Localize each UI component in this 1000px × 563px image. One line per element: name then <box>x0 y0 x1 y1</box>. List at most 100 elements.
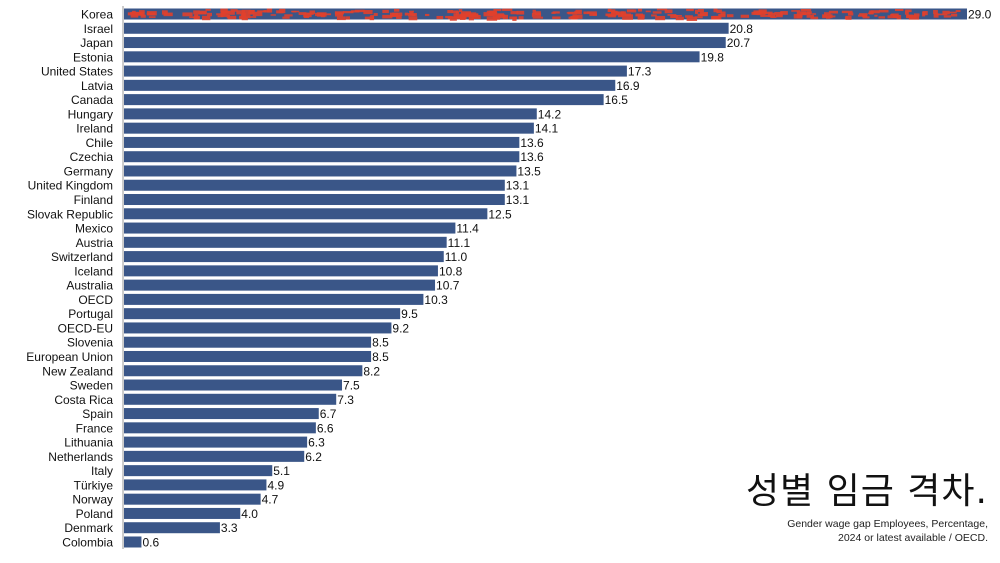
bar-hungary <box>124 108 537 119</box>
highlight-scribble <box>365 17 374 20</box>
highlight-scribble <box>895 9 903 11</box>
data-label: 10.7 <box>436 279 460 293</box>
highlight-scribble <box>760 15 771 17</box>
category-label: Colombia <box>62 535 113 549</box>
highlight-scribble <box>874 15 877 17</box>
highlight-scribble <box>149 16 156 18</box>
highlight-scribble <box>936 14 947 16</box>
highlight-scribble <box>509 16 517 19</box>
highlight-scribble <box>879 10 889 13</box>
bar-netherlands <box>124 451 304 462</box>
category-label: United States <box>41 65 113 79</box>
highlight-scribble <box>503 15 508 19</box>
highlight-scribble <box>279 9 285 13</box>
highlight-scribble <box>459 9 463 12</box>
highlight-scribble <box>933 10 938 14</box>
category-label: Iceland <box>74 264 113 278</box>
highlight-scribble <box>493 16 500 20</box>
highlight-scribble <box>552 16 560 18</box>
data-label: 13.1 <box>506 193 530 207</box>
bar-united-kingdom <box>124 180 505 191</box>
highlight-scribble <box>687 17 698 21</box>
chart-title: 성별 임금 격차. <box>746 462 988 514</box>
bar-norway <box>124 494 261 505</box>
highlight-scribble <box>130 12 138 14</box>
highlight-scribble <box>382 10 389 13</box>
highlight-scribble <box>451 16 459 18</box>
highlight-scribble <box>337 16 346 20</box>
highlight-scribble <box>493 9 501 11</box>
data-label: 8.5 <box>372 336 389 350</box>
highlight-scribble <box>951 14 957 17</box>
bar-colombia <box>124 536 141 547</box>
category-label: Türkiye <box>74 478 114 492</box>
highlight-scribble <box>718 14 725 17</box>
category-label: Slovenia <box>67 336 113 350</box>
highlight-scribble <box>698 9 704 12</box>
highlight-scribble <box>374 13 378 16</box>
highlight-scribble <box>869 11 874 15</box>
category-label: European Union <box>26 350 113 364</box>
data-label: 11.1 <box>448 236 471 250</box>
data-label: 4.0 <box>241 507 258 521</box>
highlight-scribble <box>653 11 662 13</box>
data-label: 10.8 <box>439 264 463 278</box>
highlight-scribble <box>638 9 642 12</box>
highlight-scribble <box>878 16 885 18</box>
bar-israel <box>124 23 729 34</box>
bar-european-union <box>124 351 371 362</box>
highlight-scribble <box>605 13 616 16</box>
highlight-scribble <box>533 17 543 19</box>
category-label: Costa Rica <box>54 393 113 407</box>
highlight-scribble <box>267 9 272 13</box>
highlight-scribble <box>448 16 451 19</box>
bar-austria <box>124 237 447 248</box>
highlight-scribble <box>271 14 276 16</box>
highlight-scribble <box>346 16 350 19</box>
chart-subtitle: Gender wage gap Employees, Percentage, 2… <box>787 517 988 545</box>
highlight-scribble <box>216 13 225 15</box>
highlight-scribble <box>807 11 812 14</box>
highlight-scribble <box>906 15 913 19</box>
highlight-scribble <box>141 15 146 18</box>
highlight-scribble <box>355 10 365 12</box>
highlight-scribble <box>460 16 466 20</box>
bar-denmark <box>124 522 220 533</box>
highlight-scribble <box>741 15 749 18</box>
highlight-scribble <box>242 17 248 21</box>
bar-new-zealand <box>124 365 362 376</box>
highlight-scribble <box>862 15 867 17</box>
data-label: 12.5 <box>488 207 512 221</box>
data-label: 17.3 <box>628 65 652 79</box>
highlight-scribble <box>948 12 956 14</box>
data-label: 9.5 <box>401 307 418 321</box>
highlight-scribble <box>665 9 673 13</box>
category-label: Slovak Republic <box>27 207 113 221</box>
highlight-scribble <box>436 16 443 19</box>
data-label: 4.7 <box>262 493 279 507</box>
bar-oecd-eu <box>124 322 391 333</box>
category-label: Italy <box>91 464 113 478</box>
highlight-scribble <box>621 13 631 16</box>
bar-chile <box>124 137 519 148</box>
highlight-scribble <box>205 9 210 11</box>
bar-spain <box>124 408 319 419</box>
data-label: 6.6 <box>317 421 334 435</box>
bar-costa-rica <box>124 394 336 405</box>
highlight-scribble <box>551 12 555 14</box>
highlight-scribble <box>447 10 453 13</box>
highlight-scribble <box>922 11 927 15</box>
category-label: Korea <box>81 8 113 22</box>
data-label: 8.5 <box>372 350 389 364</box>
bar-t-rkiye <box>124 479 266 490</box>
data-label: 19.8 <box>701 50 725 64</box>
category-label: Sweden <box>70 379 113 393</box>
highlight-scribble <box>425 14 429 16</box>
highlight-scribble <box>138 13 144 15</box>
highlight-scribble <box>193 10 200 14</box>
category-label: Denmark <box>64 521 114 535</box>
highlight-scribble <box>148 13 155 16</box>
highlight-scribble <box>284 14 292 16</box>
bar-sweden <box>124 380 342 391</box>
data-label: 11.0 <box>445 250 468 264</box>
